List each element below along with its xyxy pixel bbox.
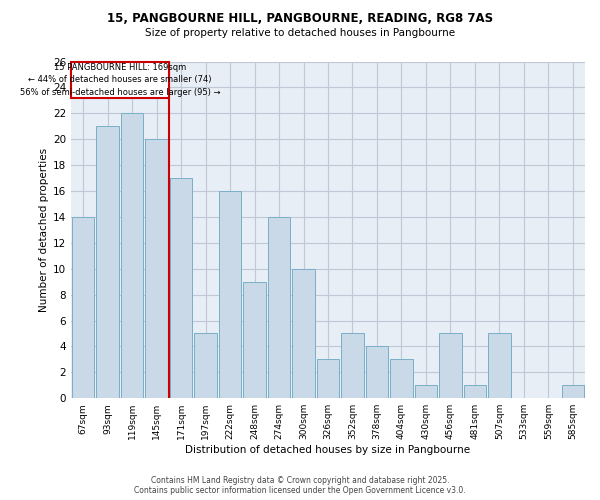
Bar (97, 126, 119, 398)
Bar (72, 217, 94, 398)
Bar (219, 191, 241, 398)
Bar (341, 334, 364, 398)
Bar (292, 268, 315, 398)
Bar (317, 360, 339, 398)
Text: Contains HM Land Registry data © Crown copyright and database right 2025.
Contai: Contains HM Land Registry data © Crown c… (134, 476, 466, 495)
Bar (390, 360, 413, 398)
Bar (415, 386, 437, 398)
Y-axis label: Number of detached properties: Number of detached properties (38, 148, 49, 312)
Bar (243, 282, 266, 398)
Bar (464, 386, 486, 398)
Bar (170, 178, 193, 398)
Bar (268, 217, 290, 398)
Bar (71, 62, 169, 98)
X-axis label: Distribution of detached houses by size in Pangbourne: Distribution of detached houses by size … (185, 445, 470, 455)
Bar (194, 334, 217, 398)
Bar (121, 114, 143, 398)
Text: Size of property relative to detached houses in Pangbourne: Size of property relative to detached ho… (145, 28, 455, 38)
Bar (145, 139, 168, 398)
Bar (488, 334, 511, 398)
Text: 15 PANGBOURNE HILL: 169sqm
← 44% of detached houses are smaller (74)
56% of semi: 15 PANGBOURNE HILL: 169sqm ← 44% of deta… (20, 62, 220, 96)
Bar (365, 346, 388, 398)
Text: 15, PANGBOURNE HILL, PANGBOURNE, READING, RG8 7AS: 15, PANGBOURNE HILL, PANGBOURNE, READING… (107, 12, 493, 26)
Bar (439, 334, 461, 398)
Bar (562, 386, 584, 398)
